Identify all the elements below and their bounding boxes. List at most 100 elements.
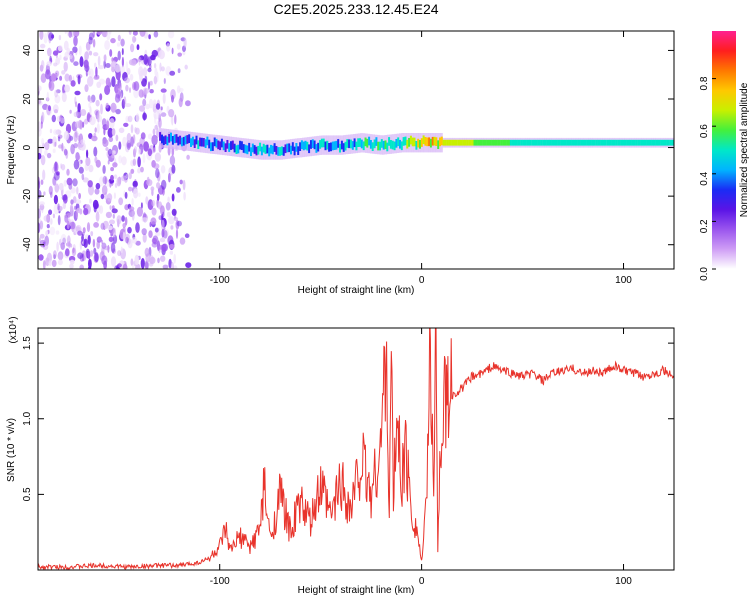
band-cell (262, 143, 265, 153)
noise-speck (89, 250, 94, 257)
noise-speck (133, 188, 139, 199)
band-cell (515, 139, 518, 146)
band-cell (377, 141, 380, 151)
noise-speck (108, 236, 114, 242)
band-cell (459, 139, 461, 146)
band-cell (577, 139, 580, 146)
noise-speck (110, 38, 116, 44)
noise-speck (154, 67, 158, 77)
band-cell (488, 139, 490, 146)
band-cell (526, 139, 529, 146)
noise-speck (170, 225, 174, 230)
band-cell (208, 139, 211, 149)
noise-speck (155, 231, 161, 236)
band-cell (658, 139, 661, 146)
band-cell (326, 140, 329, 150)
band-cell (199, 137, 202, 147)
noise-speck (45, 69, 51, 80)
noise-speck (167, 31, 175, 39)
band-cell (573, 139, 576, 146)
noise-speck (60, 233, 67, 245)
noise-speck (41, 60, 45, 69)
noise-speck (135, 222, 140, 233)
noise-speck (172, 265, 178, 269)
band-cell (629, 139, 632, 146)
noise-speck (155, 103, 161, 110)
noise-speck (135, 263, 141, 269)
band-cell (233, 143, 236, 153)
noise-speck (109, 118, 115, 129)
noise-speck (143, 54, 148, 65)
noise-speck (113, 192, 116, 199)
band-cell (159, 132, 162, 141)
noise-speck (64, 84, 70, 93)
band-cell (186, 135, 189, 144)
noise-speck (55, 57, 61, 65)
band-cell (191, 136, 194, 146)
noise-speck (179, 179, 183, 185)
band-cell (228, 143, 231, 152)
y-tick-label: 0 (22, 144, 33, 150)
noise-speck (65, 248, 70, 257)
noise-speck (146, 176, 150, 185)
noise-speck (44, 150, 48, 156)
band-cell (171, 136, 174, 145)
noise-speck (78, 45, 82, 56)
noise-speck (95, 99, 100, 107)
colorbar-tick-label: 0.4 (699, 171, 710, 185)
noise-speck (54, 94, 61, 104)
band-cell (604, 139, 607, 146)
noise-speck (84, 51, 89, 61)
x-tick-label: -100 (210, 275, 230, 286)
noise-speck (130, 59, 137, 66)
band-cell (662, 139, 665, 146)
noise-speck (161, 243, 167, 252)
noise-speck (117, 250, 122, 257)
band-cell (380, 139, 383, 148)
noise-speck (63, 40, 69, 51)
band-cell (288, 143, 291, 153)
band-cell (408, 138, 411, 147)
noise-speck (43, 32, 48, 44)
noise-speck (46, 213, 50, 223)
y-tick-label: 1.0 (22, 411, 33, 425)
noise-speck (96, 31, 103, 36)
noise-speck (87, 95, 91, 102)
noise-speck (161, 219, 165, 231)
band-cell (290, 145, 292, 155)
noise-speck (148, 262, 154, 267)
noise-speck (104, 40, 110, 51)
noise-speck (109, 219, 115, 225)
noise-speck (165, 202, 171, 211)
band-cell (608, 139, 610, 146)
noise-speck (48, 260, 52, 266)
noise-speck (138, 89, 145, 98)
noise-speck (94, 188, 100, 195)
noise-speck (82, 177, 89, 183)
noise-speck (101, 31, 108, 38)
noise-speck (148, 230, 153, 239)
band-cell (315, 144, 318, 153)
band-cell (322, 138, 325, 148)
noise-speck (53, 129, 59, 135)
noise-speck (38, 254, 44, 261)
noise-speck (121, 156, 127, 166)
noise-speck (51, 73, 57, 82)
band-cell (400, 141, 403, 151)
noise-speck (101, 185, 108, 195)
noise-speck (142, 98, 147, 107)
noise-speck (100, 103, 103, 115)
noise-speck (138, 192, 141, 197)
noise-speck (147, 67, 152, 73)
noise-speck (52, 104, 59, 113)
noise-speck (56, 241, 59, 252)
noise-speck (143, 141, 150, 152)
noise-speck (38, 152, 42, 160)
band-cell (395, 139, 398, 148)
noise-speck (121, 48, 124, 56)
band-cell (569, 139, 572, 146)
noise-speck (173, 253, 176, 264)
noise-speck (47, 138, 54, 144)
band-cell (237, 144, 240, 154)
noise-speck (102, 220, 109, 229)
